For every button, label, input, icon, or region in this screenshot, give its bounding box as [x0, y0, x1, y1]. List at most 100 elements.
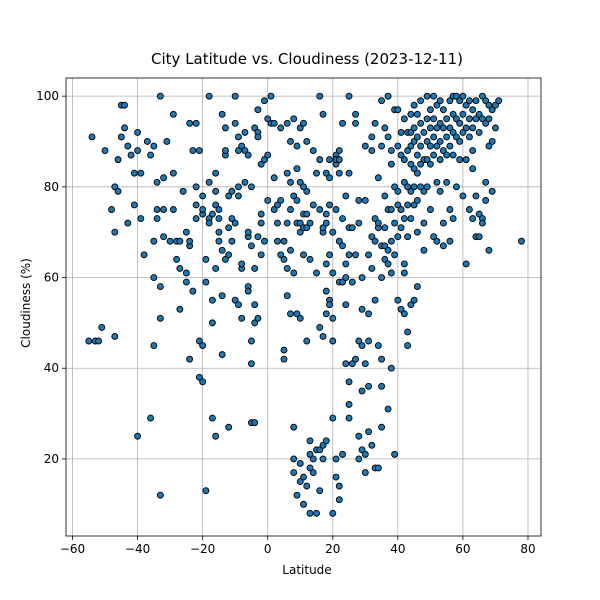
data-point [166, 237, 174, 245]
data-point [361, 469, 369, 476]
data-point [101, 147, 109, 155]
data-point [413, 169, 421, 177]
data-point [407, 142, 415, 150]
axes: −60 −40 −20 0 20 40 60 80 20 40 60 80 100 [36, 77, 542, 556]
data-point [225, 224, 233, 232]
data-point [339, 215, 346, 223]
data-point [134, 147, 142, 155]
data-point [407, 110, 415, 118]
data-point [374, 342, 382, 349]
data-point [186, 237, 194, 245]
data-point [208, 319, 216, 327]
data-point [316, 156, 324, 164]
data-point [371, 296, 379, 304]
data-point [195, 147, 203, 155]
data-point [208, 414, 216, 422]
data-point [195, 337, 203, 345]
data-point [199, 192, 207, 200]
data-point [270, 174, 278, 182]
data-point [462, 124, 470, 132]
data-point [446, 206, 454, 213]
data-point [199, 206, 207, 213]
data-point [199, 342, 207, 349]
data-point [300, 119, 307, 127]
data-point [433, 237, 441, 245]
data-point [309, 455, 317, 463]
data-point [117, 133, 125, 141]
data-point [387, 147, 395, 155]
data-point [221, 147, 229, 155]
data-point [225, 423, 233, 431]
data-point [322, 169, 330, 177]
data-point [218, 292, 226, 300]
data-point [436, 97, 444, 105]
data-point [205, 178, 213, 186]
data-point [137, 169, 145, 177]
data-point [495, 97, 503, 105]
data-point [257, 219, 265, 227]
data-point [378, 142, 386, 150]
data-point [202, 278, 210, 286]
data-point [215, 237, 223, 245]
data-point [355, 219, 363, 227]
data-point [456, 138, 464, 145]
data-point [456, 156, 464, 164]
data-point [459, 192, 467, 200]
data-point [492, 101, 499, 109]
data-point [413, 228, 421, 236]
data-point [228, 237, 236, 245]
data-point [218, 110, 226, 118]
data-point [387, 269, 395, 277]
data-point [182, 278, 190, 286]
data-point [345, 92, 353, 100]
data-point [433, 178, 441, 186]
data-point [218, 351, 226, 359]
data-point [134, 432, 142, 440]
data-point [212, 169, 220, 177]
data-point [316, 206, 324, 213]
data-point [452, 115, 460, 123]
data-point [264, 151, 272, 159]
data-point [472, 192, 480, 200]
data-point [348, 360, 356, 368]
data-point [345, 378, 353, 386]
data-point [182, 228, 190, 236]
data-point [365, 251, 373, 259]
data-point [436, 187, 444, 195]
data-point [339, 119, 346, 127]
data-point [384, 92, 392, 100]
data-point [329, 337, 337, 345]
data-point [296, 219, 304, 227]
data-point [221, 124, 229, 132]
data-point [153, 178, 161, 186]
data-point [267, 92, 275, 100]
data-point [134, 128, 142, 136]
data-point [378, 355, 386, 363]
data-point [394, 233, 402, 241]
data-point [475, 210, 483, 218]
data-point [215, 206, 223, 213]
data-point [446, 124, 454, 132]
data-point [303, 210, 311, 218]
data-point [423, 92, 431, 100]
data-point [407, 301, 415, 309]
data-point [485, 246, 493, 254]
data-point [488, 187, 496, 195]
data-point [182, 269, 190, 277]
data-point [228, 187, 236, 195]
data-point [420, 187, 428, 195]
data-point [345, 401, 353, 408]
data-point [143, 138, 151, 145]
data-point [443, 151, 451, 159]
data-point [361, 360, 369, 368]
data-point [462, 260, 470, 268]
data-point [296, 178, 304, 186]
data-point [439, 242, 447, 250]
data-point [439, 106, 447, 114]
data-point [371, 215, 379, 223]
data-point [130, 201, 138, 209]
data-point [400, 156, 408, 164]
data-point [456, 97, 464, 105]
data-point [264, 196, 272, 204]
data-point [231, 219, 239, 227]
